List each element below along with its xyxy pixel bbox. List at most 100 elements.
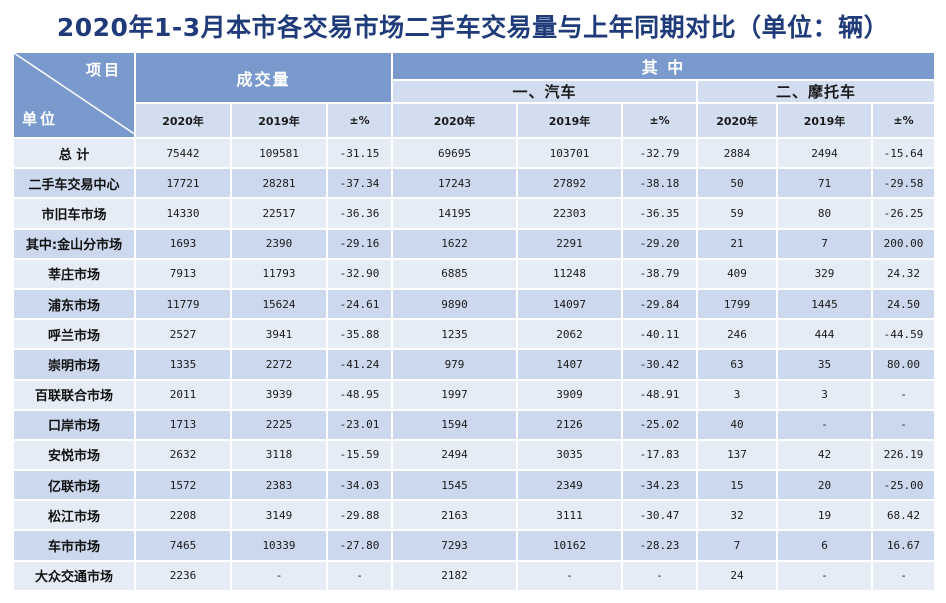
col-moto-2020: 2020年	[696, 102, 778, 139]
cell-value: -	[870, 378, 937, 411]
cell-value: 1235	[391, 318, 518, 351]
market-name: 松江市场	[12, 499, 136, 532]
market-name: 莘庄市场	[12, 257, 136, 290]
cell-value: -25.02	[621, 408, 698, 441]
cell-value: -48.95	[326, 378, 393, 411]
cell-value: 3909	[516, 378, 623, 411]
cell-value: 15	[696, 469, 778, 502]
cell-value: 11793	[230, 257, 328, 290]
cell-value: -	[870, 408, 937, 441]
cell-value: -	[776, 559, 873, 592]
cell-value: 71	[776, 167, 873, 200]
table-row: 浦东市场 11779 15624 -24.61 9890 14097 -29.8…	[12, 287, 937, 321]
market-name: 车市市场	[12, 529, 136, 562]
cell-value: -32.79	[621, 136, 698, 170]
cell-value: 15624	[230, 287, 328, 321]
cell-value: 63	[696, 348, 778, 381]
cell-value: 109581	[230, 136, 328, 170]
of-which-header: 其 中	[390, 51, 937, 81]
table-row: 总 计 75442 109581 -31.15 69695 103701 -32…	[12, 136, 937, 170]
cell-value: -	[516, 559, 623, 592]
cell-value: -41.24	[326, 348, 393, 381]
cell-value: 75442	[134, 136, 232, 170]
cell-value: 2527	[134, 318, 232, 351]
cell-value: 32	[696, 499, 778, 532]
col-moto-change: ±%	[870, 102, 937, 139]
cell-value: -	[776, 408, 873, 441]
cell-value: 27892	[516, 167, 623, 200]
table-row: 车市市场 7465 10339 -27.80 7293 10162 -28.23…	[12, 529, 937, 562]
cell-value: 444	[776, 318, 873, 351]
cell-value: -	[230, 559, 328, 592]
cell-value: 2349	[516, 469, 623, 502]
table-row: 二手车交易中心 17721 28281 -37.34 17243 27892 -…	[12, 167, 937, 200]
cell-value: 3939	[230, 378, 328, 411]
cell-value: 3035	[516, 438, 623, 472]
cell-value: 24.32	[870, 257, 937, 290]
cell-value: 979	[391, 348, 518, 381]
cell-value: 137	[696, 438, 778, 472]
cell-value: -38.79	[621, 257, 698, 290]
cell-value: -36.35	[621, 197, 698, 230]
cell-value: 68.42	[870, 499, 937, 532]
cell-value: 35	[776, 348, 873, 381]
cell-value: 7913	[134, 257, 232, 290]
cell-value: -38.18	[621, 167, 698, 200]
cell-value: 2272	[230, 348, 328, 381]
market-name: 二手车交易中心	[12, 167, 136, 200]
cell-value: 14195	[391, 197, 518, 230]
table-row: 大众交通市场 2236 - - 2182 - - 24 - -	[12, 559, 937, 592]
cell-value: 17243	[391, 167, 518, 200]
cell-value: 7293	[391, 529, 518, 562]
cell-value: 2163	[391, 499, 518, 532]
cell-value: 3118	[230, 438, 328, 472]
market-name: 百联联合市场	[12, 378, 136, 411]
corner-item-label: 项目	[85, 61, 122, 79]
col-cars-2020: 2020年	[391, 102, 518, 139]
cell-value: -30.42	[621, 348, 698, 381]
cell-value: 24	[696, 559, 778, 592]
cell-value: 226.19	[870, 438, 937, 472]
cell-value: 2208	[134, 499, 232, 532]
cell-value: 7465	[134, 529, 232, 562]
cell-value: 3941	[230, 318, 328, 351]
cell-value: 2632	[134, 438, 232, 472]
cell-value: 1799	[696, 287, 778, 321]
col-total-change: ±%	[326, 102, 393, 139]
market-name: 总 计	[12, 136, 136, 170]
col-total-2019: 2019年	[230, 102, 328, 139]
col-cars-2019: 2019年	[516, 102, 623, 139]
total-volume-header: 成交量	[134, 51, 393, 104]
cell-value: 1545	[391, 469, 518, 502]
diagonal-divider	[15, 54, 133, 134]
cell-value: 50	[696, 167, 778, 200]
cell-value: 1713	[134, 408, 232, 441]
cell-value: 1335	[134, 348, 232, 381]
cell-value: -	[870, 559, 937, 592]
cars-header: 一、汽车	[391, 79, 698, 104]
cell-value: 20	[776, 469, 873, 502]
cell-value: 14097	[516, 287, 623, 321]
cell-value: -23.01	[326, 408, 393, 441]
cell-value: 103701	[516, 136, 623, 170]
cell-value: 7	[776, 227, 873, 260]
market-name: 呼兰市场	[12, 318, 136, 351]
cell-value: 246	[696, 318, 778, 351]
market-name: 浦东市场	[12, 287, 136, 321]
cell-value: -29.88	[326, 499, 393, 532]
corner-unit-label: 单位	[22, 110, 59, 128]
cell-value: 22517	[230, 197, 328, 230]
table-row: 安悦市场 2632 3118 -15.59 2494 3035 -17.83 1…	[12, 438, 937, 472]
cell-value: 1594	[391, 408, 518, 441]
cell-value: -48.91	[621, 378, 698, 411]
cell-value: -	[621, 559, 698, 592]
cell-value: 80	[776, 197, 873, 230]
cell-value: 329	[776, 257, 873, 290]
cell-value: -25.00	[870, 469, 937, 502]
cell-value: 6885	[391, 257, 518, 290]
cell-value: -26.25	[870, 197, 937, 230]
table-row: 市旧车市场 14330 22517 -36.36 14195 22303 -36…	[12, 197, 937, 230]
motorcycles-header: 二、摩托车	[695, 79, 937, 104]
cell-value: -15.59	[326, 438, 393, 472]
cell-value: 3	[696, 378, 778, 411]
